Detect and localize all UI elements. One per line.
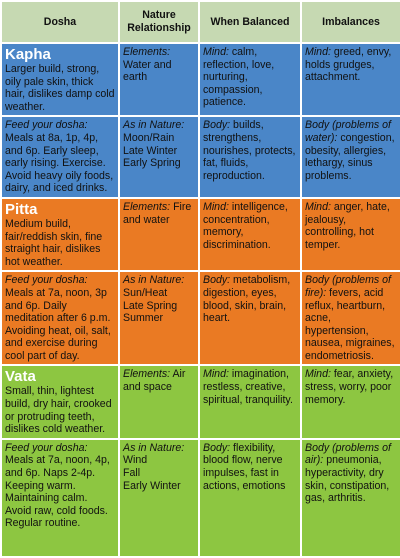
table-cell: Body (problems of air): pneumonia, hyper… — [300, 437, 400, 558]
cell-text: fear, anxiety, stress, worry, poor memor… — [305, 368, 394, 406]
table-cell: Pitta Medium build, fair/reddish skin, fi… — [0, 196, 120, 273]
table-cell: Mind: anger, hate, jealousy, controlling… — [300, 196, 400, 273]
cell-text: anger, hate, jealousy, controlling, hot … — [305, 200, 390, 251]
table-cell: As in Nature: Sun/Heat Late Spring Summer — [118, 270, 200, 367]
cell-line: Late Spring — [123, 299, 178, 312]
cell-text: flexibility, blood flow, nerve impulses,… — [203, 441, 286, 492]
cell-text: Meals at 8a, 1p, 4p, and 6p. Early sleep… — [5, 131, 114, 195]
table-cell: Vata Small, thin, lightest build, dry hai… — [0, 364, 120, 440]
header-cell: Imbalances — [300, 0, 400, 44]
cell-line: Fall — [123, 467, 141, 480]
table-cell: Elements: Air and space — [118, 364, 200, 440]
cell-text: Small, thin, lightest build, dry hair, c… — [5, 385, 112, 436]
cell-text: Water and earth — [123, 58, 172, 84]
cell-label: Feed your dosha: — [5, 441, 88, 454]
cell-label: Mind: — [203, 368, 229, 381]
cell-line: Early Spring — [123, 157, 181, 170]
cell-text: intelligence, concentration, memory, dis… — [203, 200, 288, 251]
table-cell: Elements: Fire and water — [118, 196, 200, 273]
table-cell: Mind: fear, anxiety, stress, worry, poor… — [300, 364, 400, 440]
dosha-name: Kapha — [5, 46, 51, 63]
cell-label: Mind: — [305, 200, 331, 213]
header-cell: Nature Relationship — [118, 0, 200, 44]
cell-text: builds, strengthens, nourishes, protects… — [203, 119, 296, 182]
cell-label: Elements: — [123, 200, 171, 213]
cell-text: Larger build, strong, oily pale skin, th… — [5, 63, 115, 113]
cell-text: congestion, obesity, allergies, lethargy… — [305, 131, 395, 182]
header-cell: When Balanced — [198, 0, 302, 44]
cell-text: Meals at 7a, noon, 3p and 6p. Daily medi… — [5, 286, 111, 362]
table-cell: Mind: imagination, restless, creative, s… — [198, 364, 302, 440]
cell-label: As in Nature: — [123, 441, 185, 454]
cell-label: Mind: — [203, 200, 229, 213]
cell-label: Body (problems of air): — [305, 441, 391, 467]
table-cell: As in Nature: Wind Fall Early Winter — [118, 437, 200, 558]
cell-text: Fire and water — [123, 200, 192, 226]
table-row: Pitta Medium build, fair/reddish skin, fi… — [0, 196, 400, 273]
cell-label: Mind: — [305, 368, 331, 381]
cell-label: Body: — [203, 119, 231, 132]
table-cell: Body: metabolism, digestion, eyes, blood… — [198, 270, 302, 367]
cell-label: Body (problems of fire): — [305, 274, 391, 299]
cell-text: greed, envy, holds grudges, attachment. — [305, 46, 392, 84]
cell-label: As in Nature: — [123, 119, 185, 132]
table-row: Feed your dosha: Meals at 7a, noon, 4p, … — [0, 437, 400, 558]
cell-label: Feed your dosha: — [5, 119, 88, 132]
cell-text: Air and space — [123, 368, 186, 394]
cell-label: Mind: — [305, 46, 331, 58]
cell-line: Summer — [123, 312, 164, 325]
cell-label: Body: — [203, 441, 231, 454]
cell-label: As in Nature: — [123, 274, 185, 287]
cell-text: Medium build, fair/reddish skin, fine st… — [5, 217, 103, 268]
cell-text: imagination, restless, creative, spiritu… — [203, 368, 293, 406]
dosha-name: Vata — [5, 368, 36, 386]
table-row: Vata Small, thin, lightest build, dry hai… — [0, 364, 400, 440]
table-cell: Body (problems of fire): fevers, acid re… — [300, 270, 400, 367]
header-cell: Dosha — [0, 0, 120, 44]
table-cell: Body (problems of water): congestion, ob… — [300, 115, 400, 199]
cell-label: Elements: — [123, 46, 171, 58]
cell-text: calm, reflection, love, nurturing, compa… — [203, 46, 275, 109]
cell-text: pneumonia, hyperactivity, dry skin, cons… — [305, 454, 390, 505]
cell-label: Elements: — [123, 368, 171, 381]
table-cell: Elements: Water and earth — [118, 41, 200, 118]
table-cell: Feed your dosha: Meals at 7a, noon, 4p, … — [0, 437, 120, 558]
table-cell: Mind: calm, reflection, love, nurturing,… — [198, 41, 302, 118]
table-row: Kapha Larger build, strong, oily pale ski… — [0, 41, 400, 118]
cell-line: Sun/Heat — [123, 286, 168, 299]
table-row: Feed your dosha: Meals at 7a, noon, 3p a… — [0, 270, 400, 367]
table-cell: Feed your dosha: Meals at 8a, 1p, 4p, an… — [0, 115, 120, 199]
dosha-name: Pitta — [5, 200, 38, 218]
cell-line: Late Winter — [123, 144, 178, 157]
table-cell: Mind: greed, envy, holds grudges, attach… — [300, 41, 400, 118]
table-cell: Mind: intelligence, concentration, memor… — [198, 196, 302, 273]
cell-label: Mind: — [203, 46, 229, 58]
cell-text: fevers, acid reflux, heartburn, acne, hy… — [305, 286, 395, 362]
table-cell: Kapha Larger build, strong, oily pale ski… — [0, 41, 120, 118]
cell-text: Meals at 7a, noon, 4p, and 6p. Naps 2-4p… — [5, 454, 110, 530]
table-row: Feed your dosha: Meals at 8a, 1p, 4p, an… — [0, 115, 400, 199]
table-cell: Feed your dosha: Meals at 7a, noon, 3p a… — [0, 270, 120, 367]
cell-label: Feed your dosha: — [5, 274, 88, 287]
cell-text: metabolism, digestion, eyes, blood, skin… — [203, 274, 291, 325]
table-cell: As in Nature: Moon/Rain Late Winter Early S… — [118, 115, 200, 199]
cell-line: Wind — [123, 454, 148, 467]
cell-label: Body (problems of water): — [305, 119, 391, 144]
cell-line: Early Winter — [123, 479, 181, 492]
cell-label: Body: — [203, 274, 231, 287]
cell-line: Moon/Rain — [123, 131, 175, 144]
table-body: Kapha Larger build, strong, oily pale ski… — [0, 41, 400, 558]
table-cell: Body: builds, strengthens, nourishes, pr… — [198, 115, 302, 199]
table-cell: Body: flexibility, blood flow, nerve imp… — [198, 437, 302, 558]
header-row: Dosha Nature Relationship When Balanced Imb… — [0, 0, 400, 44]
